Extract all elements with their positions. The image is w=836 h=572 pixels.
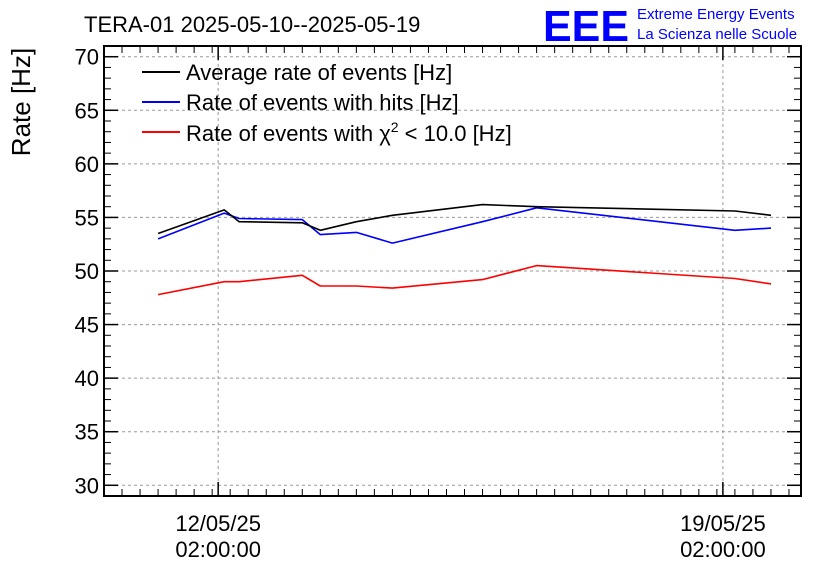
x-tick-label-date: 19/05/25 (680, 511, 766, 536)
series-line-chi2 (157, 264, 772, 296)
chart-title: TERA-01 2025-05-10--2025-05-19 (84, 12, 420, 37)
y-tick-label: 30 (75, 473, 99, 498)
y-axis-title: Rate [Hz] (6, 48, 36, 156)
series-layer (157, 203, 772, 296)
axis-ticks: 30354045505560657012/05/2502:00:0019/05/… (75, 45, 801, 562)
logo-line1: Extreme Energy Events (637, 6, 795, 23)
logo-line2: La Scienza nelle Scuole (637, 26, 797, 43)
x-tick-label-time: 02:00:00 (680, 537, 766, 562)
legend-label-chi2-prefix: Rate of events with χ (186, 121, 391, 146)
y-tick-label: 35 (75, 420, 99, 445)
grid (104, 46, 801, 496)
logo-mark: EEE (543, 2, 629, 51)
y-tick-label: 40 (75, 366, 99, 391)
y-tick-label: 50 (75, 259, 99, 284)
series-line-average (157, 203, 772, 235)
eee-logo: EEE Extreme Energy Events La Scienza nel… (543, 2, 797, 51)
y-tick-label: 65 (75, 98, 99, 123)
legend-label-hits: Rate of events with hits [Hz] (186, 90, 459, 115)
legend-label-average: Average rate of events [Hz] (186, 60, 452, 85)
legend-label-chi2: Rate of events with χ2 < 10.0 [Hz] (186, 119, 512, 146)
x-tick-label-time: 02:00:00 (175, 537, 261, 562)
series-line-hits (157, 207, 772, 244)
y-tick-label: 70 (75, 45, 99, 70)
y-tick-label: 45 (75, 313, 99, 338)
y-tick-label: 60 (75, 152, 99, 177)
legend: Average rate of events [Hz] Rate of even… (142, 60, 512, 146)
legend-label-chi2-suffix: < 10.0 [Hz] (399, 121, 512, 146)
x-tick-label-date: 12/05/25 (175, 511, 261, 536)
legend-label-chi2-sup: 2 (391, 119, 399, 135)
y-tick-label: 55 (75, 205, 99, 230)
